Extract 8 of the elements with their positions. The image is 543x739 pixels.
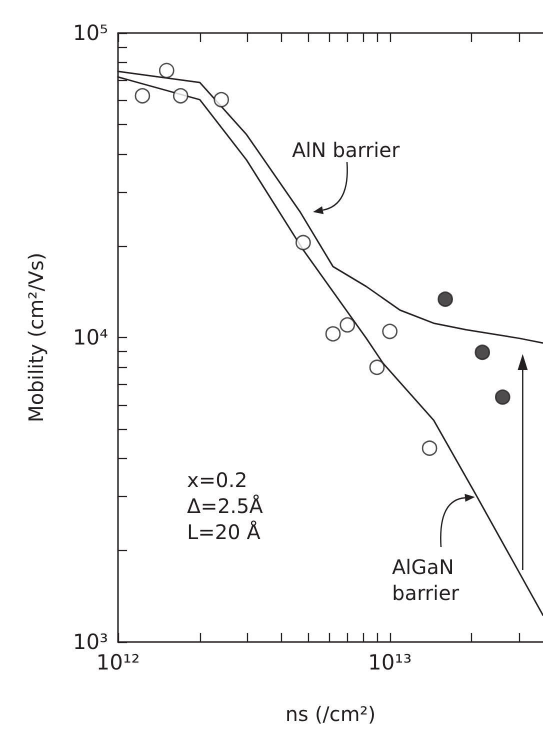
- x-tick-label: 10¹³: [368, 650, 412, 674]
- annotation: AlN barrier: [292, 138, 400, 162]
- y-axis-title: Mobility (cm²/Vs): [24, 252, 48, 422]
- x-axis-title: ns (/cm²): [285, 702, 376, 726]
- y-tick-label: 10⁵: [72, 21, 108, 45]
- annotation: x=0.2 Δ=2.5Å L=20 Å: [187, 468, 264, 544]
- annotation: AlGaN barrier: [392, 555, 460, 605]
- y-tick-label: 10⁴: [72, 326, 108, 350]
